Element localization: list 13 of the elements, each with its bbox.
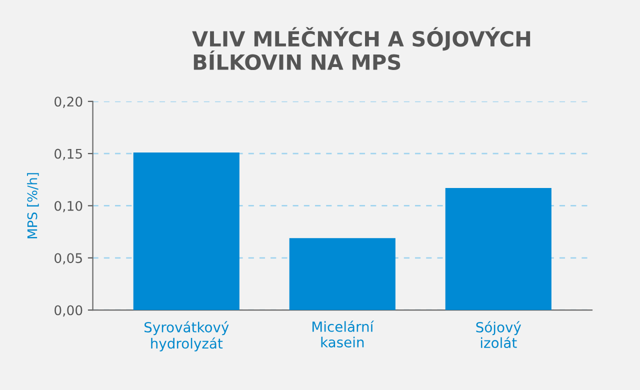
y-tick-label: 0,00 — [54, 305, 82, 317]
y-tick-label: 0,05 — [54, 253, 82, 264]
bar — [289, 238, 396, 310]
y-axis-title: MPS [%/h] — [27, 173, 39, 238]
bar — [445, 188, 552, 310]
y-tick-label: 0,15 — [54, 148, 82, 160]
x-tick-label: Micelární kasein — [312, 320, 374, 348]
y-tick-label: 0,20 — [54, 96, 82, 108]
x-tick-label: Syrovátkový hydrolyzát — [144, 321, 229, 352]
bar — [133, 152, 240, 310]
x-tick-label: Sójový izolát — [476, 321, 522, 348]
y-tick-label: 0,10 — [54, 200, 82, 212]
chart-title: VLIV MLÉČNÝCH A SÓJOVÝCH BÍLKOVIN NA MPS — [192, 27, 530, 70]
